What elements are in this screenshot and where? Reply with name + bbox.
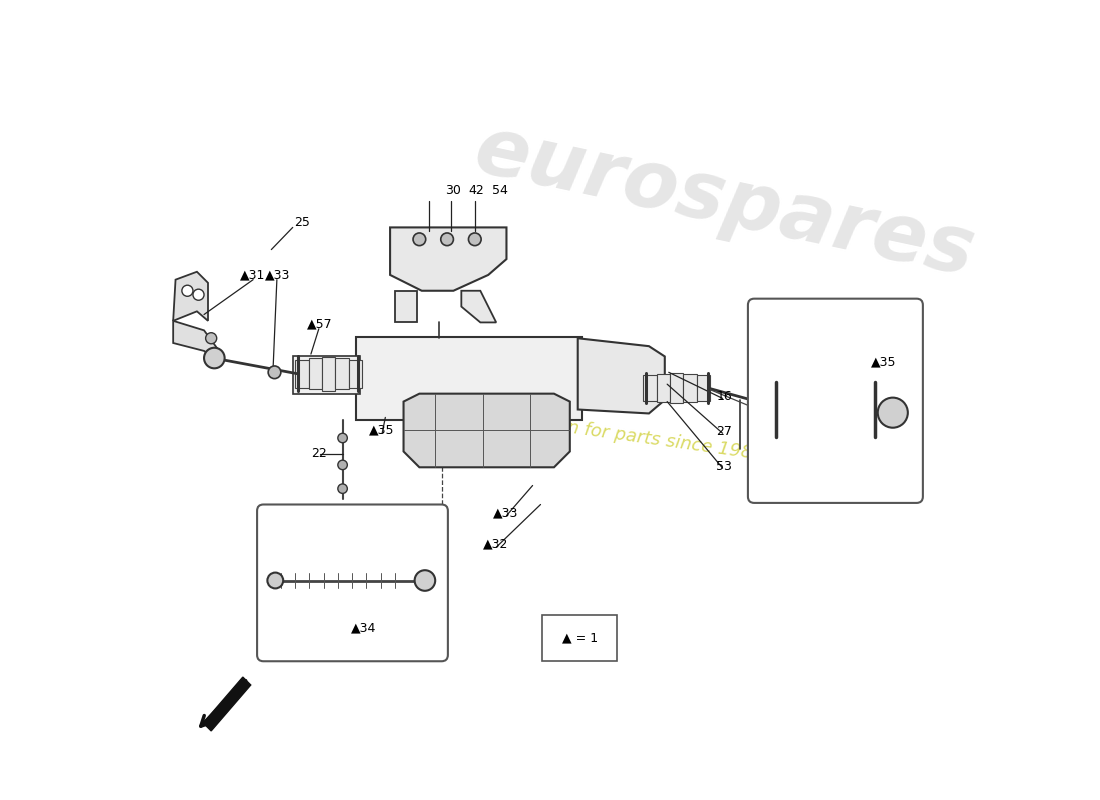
Text: 53: 53 (716, 460, 733, 473)
Polygon shape (578, 338, 664, 414)
Polygon shape (395, 290, 417, 322)
Circle shape (338, 484, 348, 494)
Polygon shape (644, 375, 657, 401)
Text: ▲32: ▲32 (483, 538, 508, 550)
Bar (293, 356, 360, 394)
FancyBboxPatch shape (257, 505, 448, 662)
Text: 30: 30 (444, 185, 461, 198)
Text: 16: 16 (716, 390, 732, 403)
Text: ▲35: ▲35 (368, 423, 394, 437)
Polygon shape (670, 373, 683, 403)
Text: ▲33: ▲33 (493, 506, 518, 519)
Circle shape (182, 286, 192, 296)
Bar (542, 615, 617, 662)
Text: 54: 54 (492, 185, 508, 198)
Polygon shape (322, 358, 335, 390)
Circle shape (469, 233, 481, 246)
Polygon shape (173, 321, 219, 362)
Polygon shape (295, 360, 308, 388)
Circle shape (268, 366, 280, 378)
Circle shape (204, 348, 224, 368)
Circle shape (798, 371, 820, 394)
Polygon shape (204, 677, 251, 731)
Text: ▲ = 1: ▲ = 1 (562, 632, 597, 645)
Circle shape (267, 573, 283, 589)
Polygon shape (404, 394, 570, 467)
Text: ▲31: ▲31 (240, 269, 265, 282)
Circle shape (206, 333, 217, 344)
FancyBboxPatch shape (748, 298, 923, 503)
Polygon shape (336, 358, 349, 390)
Polygon shape (173, 272, 208, 321)
Polygon shape (696, 375, 710, 401)
Circle shape (878, 398, 908, 428)
Text: 27: 27 (716, 425, 733, 438)
Polygon shape (349, 360, 362, 388)
Circle shape (338, 434, 348, 442)
Bar (356, 337, 582, 420)
Polygon shape (856, 387, 877, 432)
Circle shape (192, 289, 204, 300)
Text: 22: 22 (311, 447, 327, 460)
Circle shape (415, 570, 436, 590)
Text: eurospares: eurospares (468, 111, 981, 293)
Polygon shape (683, 374, 696, 402)
Polygon shape (794, 384, 814, 435)
Polygon shape (390, 227, 506, 290)
Polygon shape (773, 387, 794, 432)
Circle shape (441, 233, 453, 246)
Text: ▲33: ▲33 (265, 269, 290, 282)
Text: a passion for parts since 1985: a passion for parts since 1985 (493, 408, 764, 463)
Polygon shape (814, 381, 835, 438)
Polygon shape (461, 290, 496, 322)
Polygon shape (308, 358, 322, 390)
Text: ▲57: ▲57 (307, 318, 332, 330)
Text: ▲35: ▲35 (870, 355, 896, 369)
Circle shape (412, 233, 426, 246)
Text: 42: 42 (469, 185, 484, 198)
Text: 25: 25 (295, 216, 310, 229)
Text: ▲34: ▲34 (351, 622, 376, 634)
Polygon shape (835, 384, 856, 435)
Polygon shape (657, 374, 670, 402)
Circle shape (338, 460, 348, 470)
